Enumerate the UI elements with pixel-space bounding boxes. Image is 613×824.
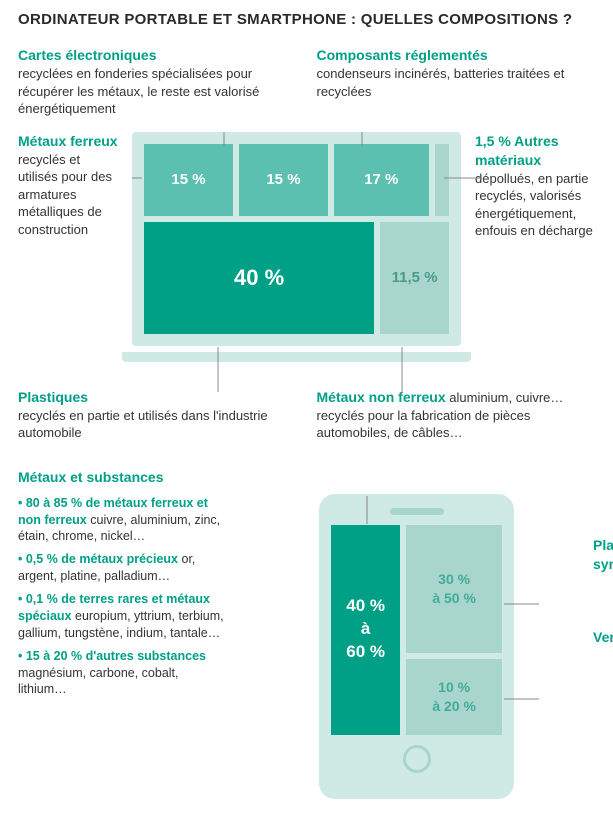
- cell-phone-verre: 10 % à 20 %: [406, 659, 502, 734]
- label-metaux-ferreux: Métaux ferreux recyclés et utilisés pour…: [18, 132, 118, 354]
- phone-speaker: [390, 508, 444, 515]
- label-phone-verre: Verre et céramique: [593, 628, 613, 647]
- phone-home-button: [403, 745, 431, 773]
- label-non-ferreux: Métaux non ferreux aluminium, cuivre…rec…: [317, 388, 596, 442]
- laptop-diagram: 15 % 15 % 17 % 40 % 11,5 %: [132, 132, 461, 362]
- substances-list: • 80 à 85 % de métaux ferreux et non fer…: [18, 495, 228, 699]
- list-item: • 15 à 20 % d'autres substances magnésiu…: [18, 648, 228, 699]
- phone-section: Métaux et substances • 80 à 85 % de méta…: [18, 468, 595, 799]
- list-item: • 0,1 % de terres rares et métaux spécia…: [18, 591, 228, 642]
- label-autres: 1,5 % Autres matériaux dépollués, en par…: [475, 132, 595, 354]
- treemap-row2: 40 % 11,5 %: [144, 222, 449, 334]
- cell-phone-plastiques: 30 % à 50 %: [406, 525, 502, 654]
- treemap-row1: 15 % 15 % 17 %: [144, 144, 449, 216]
- label-plastiques: Plastiques recyclés en partie et utilisé…: [18, 388, 297, 442]
- cell-phone-metaux: 40 % à 60 %: [331, 525, 400, 735]
- cell-composants: 17 %: [334, 144, 429, 216]
- cell-metaux-ferreux: 15 %: [144, 144, 233, 216]
- cell-non-ferreux: 11,5 %: [380, 222, 449, 334]
- label-metaux-substances: Métaux et substances: [18, 468, 228, 487]
- cell-plastiques: 40 %: [144, 222, 374, 334]
- page-title: ORDINATEUR PORTABLE ET SMARTPHONE : QUEL…: [18, 10, 595, 30]
- laptop-base: [122, 352, 471, 362]
- list-item: • 80 à 85 % de métaux ferreux et non fer…: [18, 495, 228, 546]
- label-composants: Composants réglementés condenseurs incin…: [317, 46, 596, 118]
- label-cartes: Cartes électroniques recyclées en fonder…: [18, 46, 297, 118]
- list-item: • 0,5 % de métaux précieux or, argent, p…: [18, 551, 228, 585]
- laptop-section: Cartes électroniques recyclées en fonder…: [18, 46, 595, 450]
- label-phone-plastiques: Plastiques et matières synthétiques: [593, 536, 613, 574]
- phone-diagram: 40 % à 60 % 30 % à 50 % 10 % à 20 %: [319, 494, 514, 799]
- cell-autres: [435, 144, 449, 216]
- cell-cartes: 15 %: [239, 144, 328, 216]
